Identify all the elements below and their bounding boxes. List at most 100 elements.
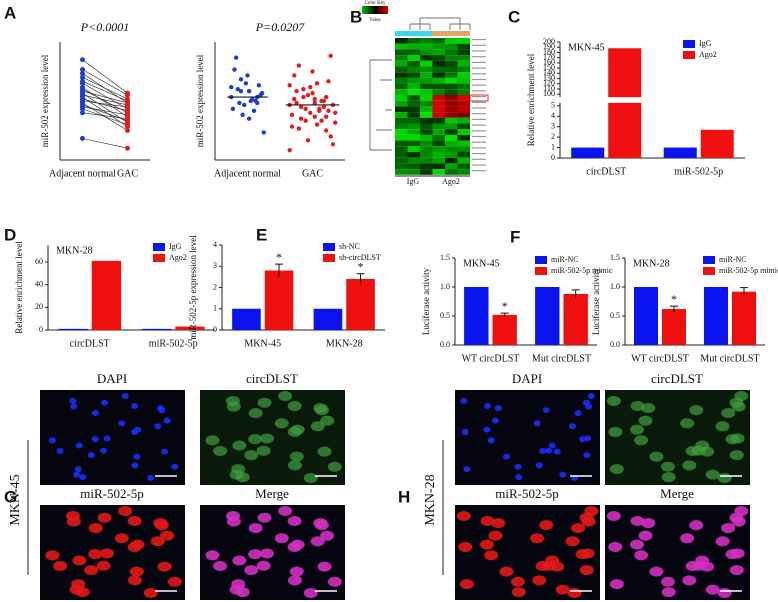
heatmap-cell — [395, 83, 408, 90]
cell — [91, 436, 99, 443]
heatmap-cell — [395, 152, 408, 158]
point — [333, 110, 338, 116]
axis-break — [556, 97, 747, 103]
heatmap-cell — [445, 100, 458, 107]
heatmap-cell — [457, 55, 470, 61]
heatmap-cell — [445, 43, 458, 50]
row-label — [472, 158, 486, 160]
row-label — [472, 164, 486, 166]
heatmap-cell — [420, 123, 433, 130]
chart-title: MKN-45 — [568, 42, 605, 53]
bar — [346, 279, 375, 330]
cell — [121, 393, 129, 399]
heatmap-cell — [395, 49, 408, 56]
cell — [259, 548, 274, 559]
y-tick-label: 180 — [543, 47, 555, 56]
row-label: MKN-45 — [8, 474, 23, 525]
cell — [680, 533, 695, 544]
legend-label: IgG — [169, 242, 182, 251]
heatmap-cell — [420, 77, 433, 84]
point — [296, 126, 302, 131]
row-label — [472, 84, 486, 86]
point — [328, 53, 333, 58]
cell — [163, 417, 171, 424]
bar — [563, 293, 588, 345]
legend-label: sh-circDLST — [339, 253, 381, 262]
cell — [545, 447, 553, 454]
row-label — [472, 170, 486, 172]
panel-label: D — [4, 225, 16, 244]
cell — [685, 445, 700, 456]
heatmap-cell — [407, 95, 420, 101]
panel-label: H — [398, 487, 410, 506]
cell — [53, 560, 68, 571]
cell — [715, 536, 730, 547]
y-tick-label: 4 — [551, 111, 555, 120]
point — [298, 116, 304, 121]
heatmap-cell — [457, 169, 470, 175]
heatmap-cell — [457, 129, 470, 135]
heatmap-cell — [407, 140, 420, 147]
panel-label: C — [508, 7, 520, 26]
heatmap-cell — [407, 112, 420, 118]
pair-line — [82, 69, 128, 96]
x-tick-label: Mut circDLST — [700, 353, 759, 364]
cell — [205, 435, 220, 446]
heatmap-cell — [457, 157, 470, 164]
cell — [606, 510, 621, 521]
image-title: DAPI — [512, 371, 542, 386]
error-bar — [670, 305, 678, 312]
legend-swatch — [535, 267, 547, 275]
row-label — [472, 101, 486, 103]
heatmap-cell — [445, 129, 458, 135]
cell — [100, 447, 108, 454]
cell — [480, 515, 495, 526]
cell — [559, 471, 567, 478]
row-label — [472, 130, 486, 132]
point — [238, 77, 244, 82]
cell — [717, 587, 732, 598]
bar — [464, 287, 489, 345]
column-label: IgG — [407, 177, 420, 186]
dendrogram — [409, 17, 471, 30]
cell — [729, 397, 744, 408]
point — [80, 135, 85, 141]
heatmap-cell — [395, 38, 408, 44]
point — [296, 63, 302, 68]
cell — [225, 395, 240, 406]
cell — [310, 421, 325, 432]
heatmap-cell — [445, 89, 458, 95]
point — [125, 120, 130, 126]
heatmap-cell — [432, 134, 445, 141]
cell — [73, 471, 81, 478]
cell — [545, 555, 560, 566]
heatmap-cell — [395, 95, 408, 101]
pair-line — [82, 86, 128, 117]
point — [243, 81, 249, 86]
heatmap-cell — [432, 106, 445, 113]
cell — [555, 584, 570, 595]
cell — [579, 512, 594, 523]
cell — [689, 405, 704, 416]
legend-label: Ago2 — [699, 50, 717, 59]
legend-swatch — [683, 51, 695, 59]
pair-line — [82, 96, 128, 127]
error-bar — [275, 263, 284, 277]
point — [305, 138, 311, 143]
point — [80, 74, 85, 80]
pair-line — [82, 59, 128, 94]
cell — [232, 555, 247, 566]
heatmap-cell — [445, 72, 458, 78]
chart-title: MKN-28 — [56, 245, 93, 256]
point — [289, 112, 295, 117]
y-tick-label: 3 — [551, 122, 555, 131]
micrograph — [605, 505, 750, 600]
bar — [608, 48, 642, 158]
cell — [463, 466, 471, 473]
heatmap-cell — [445, 152, 458, 158]
y-axis-label: Relative enrichment level — [526, 53, 536, 146]
point — [287, 147, 292, 153]
cell — [70, 403, 78, 410]
point — [303, 118, 308, 123]
heatmap-cell — [395, 89, 408, 95]
